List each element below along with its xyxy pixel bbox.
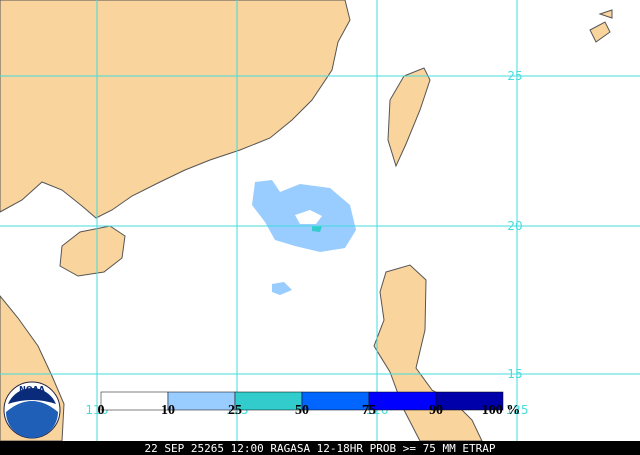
lon-label: 125 xyxy=(506,403,529,417)
legend-label: 50 xyxy=(295,403,309,418)
taiwan xyxy=(387,67,431,168)
lat-label: 15 xyxy=(507,367,522,381)
legend-label: 10 xyxy=(161,403,175,418)
legend-label: 0 xyxy=(98,403,105,418)
probability-hole xyxy=(295,210,322,224)
footer-text: 22 SEP 25265 12:00 RAGASA 12-18HR PROB >… xyxy=(145,442,496,455)
grid: 252015110115120125 xyxy=(0,0,640,441)
noaa-logo: NOAA xyxy=(3,381,61,439)
legend-swatch xyxy=(435,391,504,411)
legend-swatch xyxy=(234,391,303,411)
legend-label: 75 xyxy=(362,403,376,418)
legend-label: 25 xyxy=(228,403,242,418)
legend-label: 100 % xyxy=(482,403,521,418)
islet xyxy=(598,9,613,19)
lat-label: 20 xyxy=(507,219,522,233)
legend-swatch xyxy=(368,391,437,411)
legend-label: 90 xyxy=(429,403,443,418)
lat-label: 25 xyxy=(507,69,522,83)
logo-wave xyxy=(6,401,58,438)
legend: 0 10 25 50 75 90 100 % xyxy=(98,391,521,418)
legend-swatch xyxy=(301,391,370,411)
china-coast xyxy=(0,0,351,219)
footer-bar xyxy=(0,441,640,455)
logo-text: NOAA xyxy=(19,385,45,394)
legend-swatch xyxy=(167,391,236,411)
islet xyxy=(589,21,611,43)
probability-area-high xyxy=(312,226,322,232)
hainan xyxy=(59,225,126,277)
legend-swatch xyxy=(100,391,169,411)
probability-area xyxy=(272,282,292,295)
logo-sky xyxy=(8,388,56,404)
